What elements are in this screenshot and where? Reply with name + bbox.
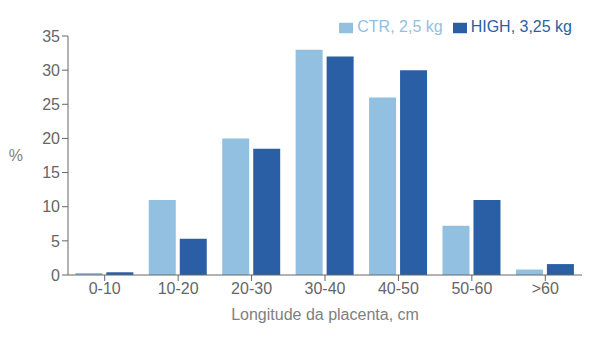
svg-text:30: 30 bbox=[42, 62, 60, 79]
html-text:CTR, 2,5 kg: CTR, 2,5 kg bbox=[357, 18, 443, 35]
svg-text:40-50: 40-50 bbox=[378, 280, 419, 297]
svg-text:>60: >60 bbox=[532, 280, 559, 297]
svg-text:35: 35 bbox=[42, 28, 60, 45]
svg-text:5: 5 bbox=[51, 233, 60, 250]
svg-text:10-20: 10-20 bbox=[158, 280, 199, 297]
svg-text:15: 15 bbox=[42, 164, 60, 181]
svg-text:25: 25 bbox=[42, 96, 60, 113]
svg-text:30-40: 30-40 bbox=[305, 280, 346, 297]
svg-text:0-10: 0-10 bbox=[89, 280, 121, 297]
svg-text:10: 10 bbox=[42, 198, 60, 215]
svg-text:50-60: 50-60 bbox=[451, 280, 492, 297]
html-text:HIGH, 3,25 kg: HIGH, 3,25 kg bbox=[470, 18, 572, 35]
svg-text:20-30: 20-30 bbox=[231, 280, 272, 297]
svg-text:20: 20 bbox=[42, 130, 60, 147]
svg-text:%: % bbox=[9, 147, 23, 164]
svg-text:Longitude da placenta, cm: Longitude da placenta, cm bbox=[231, 306, 419, 323]
svg-text:0: 0 bbox=[51, 267, 60, 284]
